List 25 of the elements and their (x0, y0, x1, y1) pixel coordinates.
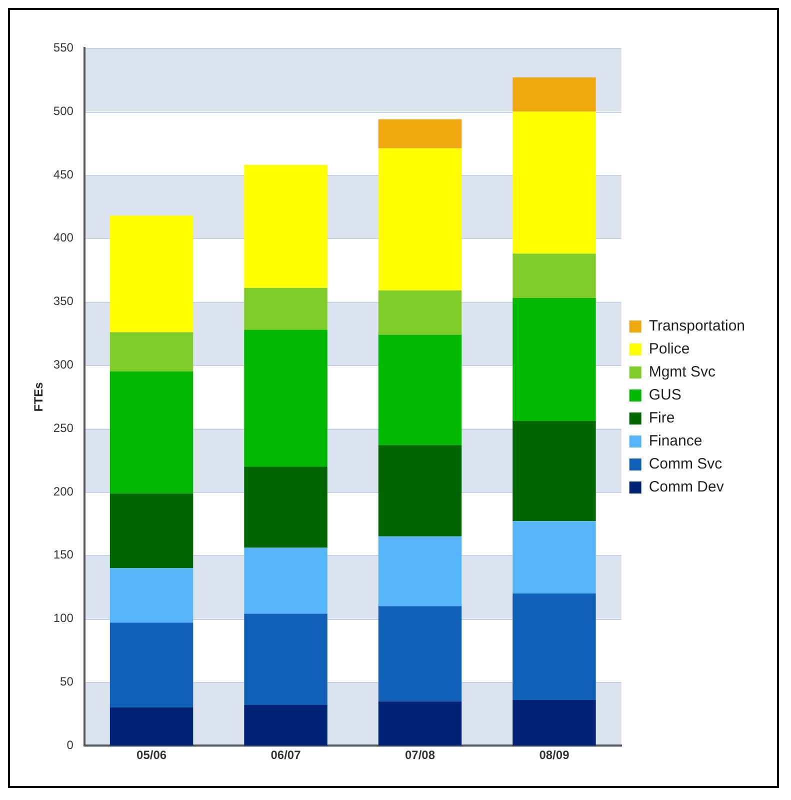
y-tick-label: 0 (66, 738, 74, 752)
y-tick-label: 200 (53, 484, 74, 498)
legend-label: Finance (648, 432, 702, 450)
y-tick-label: 150 (53, 548, 74, 562)
y-axis-title: FTEs (32, 382, 46, 412)
y-tick-label: 350 (53, 294, 74, 308)
legend-label: Fire (648, 410, 675, 427)
legend-label: Comm Svc (648, 456, 723, 473)
y-tick-label: 250 (53, 420, 74, 435)
y-tick-label: 300 (53, 358, 74, 372)
legend-label: Mgmt Svc (648, 364, 716, 381)
x-tick-label: 06/07 (270, 748, 302, 762)
y-tick-label: 450 (53, 167, 74, 182)
legend-label: GUS (648, 386, 682, 404)
y-tick-label: 100 (53, 611, 74, 626)
y-tick-label: 550 (53, 40, 74, 55)
legend-label: Comm Dev (648, 478, 724, 496)
y-tick-label: 50 (60, 674, 74, 689)
legend-label: Police (648, 340, 690, 358)
x-tick-label: 05/06 (136, 748, 167, 762)
x-tick-label: 07/08 (404, 748, 436, 762)
y-tick-label: 500 (53, 104, 74, 118)
y-tick-label: 400 (53, 230, 74, 245)
x-tick-label: 08/09 (539, 748, 570, 762)
legend-label: Transportation (648, 318, 746, 335)
